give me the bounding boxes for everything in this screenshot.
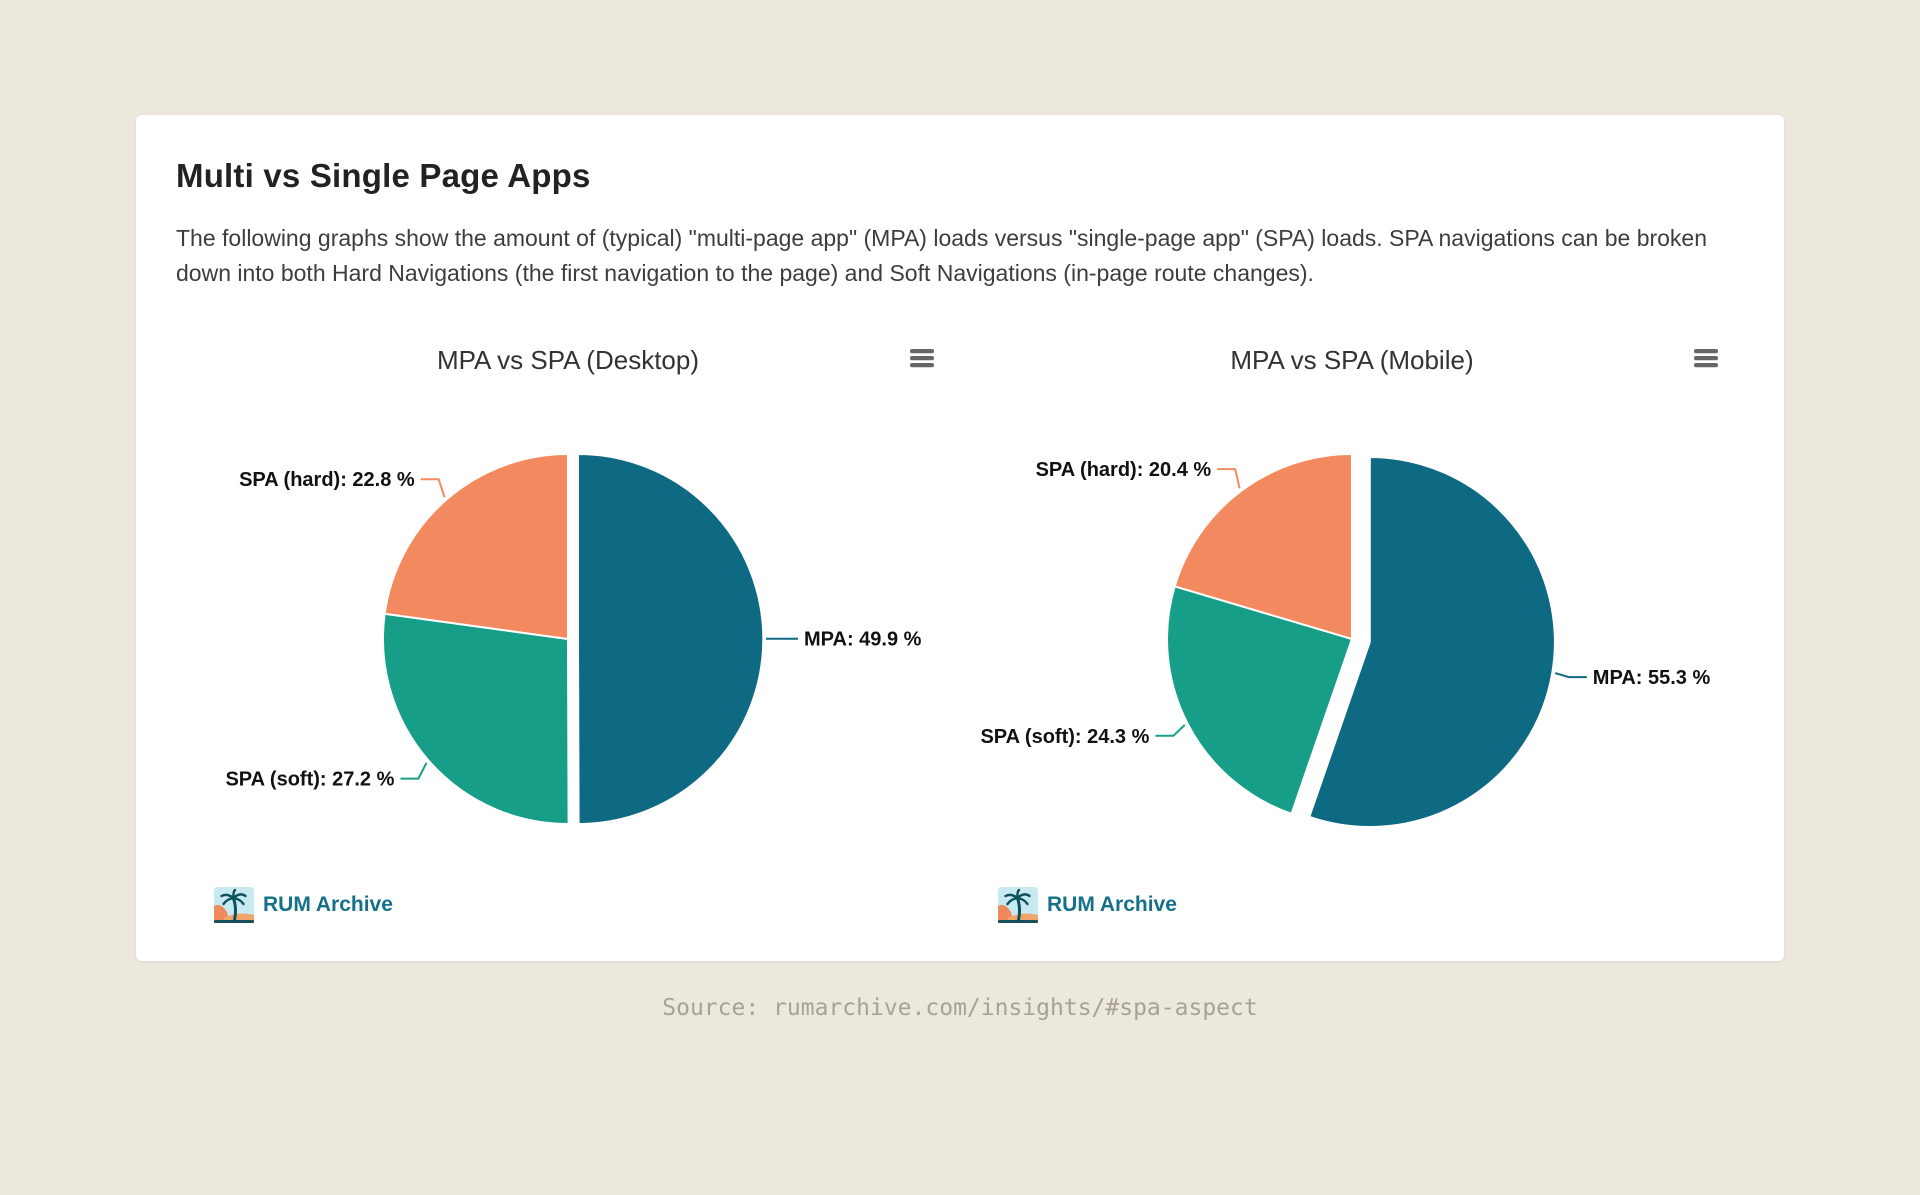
chart-header: MPA vs SPA (Desktop) (176, 331, 960, 387)
pie-chart: MPA vs SPA (Desktop) MPA: 49.9 % SPA (sof… (176, 331, 960, 923)
chart-credit-link[interactable]: RUM Archive (998, 887, 1177, 923)
hamburger-menu-icon (910, 349, 934, 368)
pie-plot: MPA: 55.3 % SPA (soft): 24.3 % SPA (hard):… (980, 453, 1711, 828)
page-title: Multi vs Single Page Apps (176, 157, 591, 194)
slice-label-spa-soft: SPA (soft): 24.3 % (980, 726, 1149, 748)
chart-context-menu-button[interactable] (1690, 345, 1722, 372)
chart-credit-link[interactable]: RUM Archive (214, 887, 393, 923)
slice-label-mpa: MPA: 49.9 % (804, 629, 922, 651)
slice-label-spa-hard: SPA (hard): 20.4 % (1036, 459, 1212, 481)
pie-slice-spa-soft[interactable] (1166, 585, 1353, 815)
pie-slice-spa-soft[interactable] (381, 612, 570, 826)
label-connector-mpa (1554, 672, 1587, 679)
label-connector-spa-hard (420, 478, 446, 498)
rum-archive-logo-icon (214, 887, 254, 923)
slice-label-mpa: MPA: 55.3 % (1593, 667, 1711, 689)
source-caption: Source: rumarchive.com/insights/#spa-asp… (662, 995, 1258, 1021)
label-connector-spa-hard (1217, 468, 1241, 489)
pie-slice-mpa[interactable] (1308, 456, 1556, 828)
pie-slice-spa-hard[interactable] (383, 453, 569, 640)
pie-plot: MPA: 49.9 % SPA (soft): 27.2 % SPA (hard):… (225, 452, 922, 826)
chart-header: MPA vs SPA (Mobile) (960, 331, 1744, 387)
chart-title: MPA vs SPA (Desktop) (436, 345, 699, 375)
pie-slice-spa-hard[interactable] (1173, 453, 1353, 640)
chart-context-menu-button[interactable] (906, 345, 938, 372)
pie-slice-mpa[interactable] (577, 452, 765, 825)
pie-chart: MPA vs SPA (Mobile) MPA: 55.3 % SPA (soft… (960, 331, 1744, 923)
slice-label-spa-hard: SPA (hard): 22.8 % (239, 469, 415, 491)
slice-label-spa-soft: SPA (soft): 27.2 % (225, 769, 394, 791)
insights-card: Multi vs Single Page Apps The following … (136, 115, 1784, 961)
label-connector-spa-soft (400, 762, 428, 780)
label-connector-spa-soft (1155, 724, 1186, 737)
chart-title: MPA vs SPA (Mobile) (1230, 345, 1474, 375)
page-description: The following graphs show the amount of … (176, 225, 1708, 286)
rum-archive-logo-icon (998, 887, 1038, 923)
rum-archive-credit-label: RUM Archive (1047, 893, 1177, 916)
rum-archive-credit-label: RUM Archive (263, 893, 393, 916)
hamburger-menu-icon (1694, 349, 1718, 368)
charts-row: MPA vs SPA (Desktop) MPA: 49.9 % SPA (sof… (176, 331, 1744, 923)
